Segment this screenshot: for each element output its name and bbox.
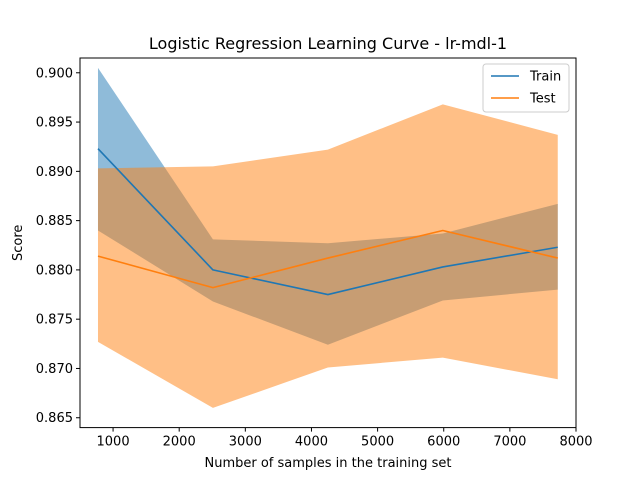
chart-title: Logistic Regression Learning Curve - lr-… (149, 34, 507, 53)
x-tick-label: 4000 (295, 435, 328, 450)
x-tick-label: 5000 (361, 435, 394, 450)
x-axis: 1000 2000 3000 4000 5000 6000 7000 8000 (97, 427, 593, 450)
legend: Train Test (482, 63, 570, 113)
x-tick-label: 6000 (427, 435, 460, 450)
x-tick-label: 1000 (97, 435, 130, 450)
y-axis: 0.865 0.870 0.875 0.880 0.885 0.890 0.895 0.900 (36, 66, 80, 426)
y-tick-label: 0.875 (36, 313, 73, 328)
series-lines (97, 148, 558, 296)
x-tick-label: 2000 (163, 435, 196, 450)
plot-frame (79, 57, 577, 429)
train-line (97, 148, 558, 296)
x-tick-label: 8000 (559, 435, 592, 450)
test-line (97, 229, 558, 289)
x-axis-label: Number of samples in the training set (205, 456, 452, 471)
test-confidence-band (97, 104, 558, 408)
confidence-bands (97, 67, 558, 408)
legend-test-label: Test (529, 92, 556, 107)
x-tick-label: 3000 (229, 435, 262, 450)
y-tick-label: 0.885 (36, 214, 73, 229)
x-tick-label: 7000 (493, 435, 526, 450)
legend-train-label: Train (529, 70, 561, 85)
y-axis-label: Score (11, 225, 26, 261)
y-tick-label: 0.900 (36, 66, 73, 81)
y-tick-label: 0.865 (36, 411, 73, 426)
y-tick-label: 0.880 (36, 263, 73, 278)
y-tick-label: 0.870 (36, 362, 73, 377)
y-tick-label: 0.895 (36, 116, 73, 131)
y-tick-label: 0.890 (36, 165, 73, 180)
